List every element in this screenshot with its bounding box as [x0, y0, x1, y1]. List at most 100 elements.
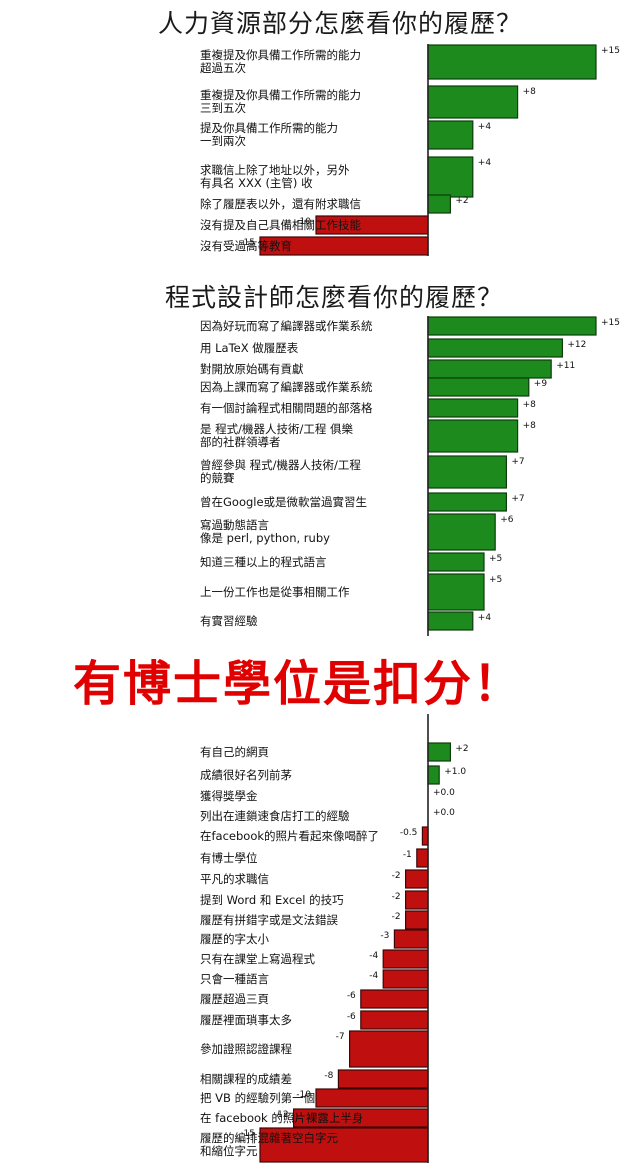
chart1-value-label-4: +4: [478, 158, 492, 168]
chart2-bar-23: [382, 949, 429, 969]
chart2-category-label-7-line1: 曾經參與 程式/機器人技術/工程: [200, 458, 361, 472]
chart2-category-label-27: 參加證照認證課程: [200, 1042, 292, 1056]
chart2-value-label-21: -2: [392, 912, 401, 922]
chart2-bar-7: [427, 455, 508, 489]
chart2-category-label-22: 履歷的字太小: [200, 932, 269, 946]
chart2-bar-29: [315, 1088, 429, 1108]
chart2-value-label-1: +15: [601, 318, 620, 328]
chart2-value-label-20: -2: [392, 892, 401, 902]
chart2-bar-5: [427, 398, 519, 418]
chart2-category-label-21: 履歷有拼錯字或是文法錯誤: [200, 913, 338, 927]
chart2-value-label-17: -0.5: [400, 828, 418, 838]
chart1-category-label-6: 沒有提及自己具備相關工作技能: [200, 218, 361, 232]
chart1-category-label-2-line2: 三到五次: [200, 101, 246, 115]
chart2-bar-13: [427, 742, 451, 762]
chart2-category-label-31-line2: 和縮位字元: [200, 1144, 258, 1158]
chart2-category-label-1: 因為好玩而寫了編譯器或作業系統: [200, 319, 373, 333]
chart2-bar-6: [427, 419, 519, 453]
chart2-bar-4: [427, 377, 530, 397]
chart2-category-label-6-line1: 是 程式/機器人技術/工程 俱樂: [200, 422, 354, 436]
chart2-category-label-4: 因為上課而寫了編譯器或作業系統: [200, 380, 373, 394]
overlay-band: [0, 636, 630, 714]
chart2-category-label-23: 只有在課堂上寫過程式: [200, 952, 315, 966]
chart2-category-label-5: 有一個討論程式相關問題的部落格: [200, 401, 373, 415]
chart2-bar-27: [349, 1030, 429, 1068]
chart1-title: 人力資源部分怎麼看你的履歷？: [158, 9, 522, 38]
chart2-bar-2: [427, 338, 563, 358]
chart2-bar-20: [405, 890, 429, 910]
chart2-category-label-8: 曾在Google或是微軟當過實習生: [200, 495, 367, 509]
chart2-value-label-30: -12: [274, 1110, 289, 1120]
chart2-bar-10: [427, 552, 485, 572]
chart1-category-label-2-line1: 重複提及你具備工作所需的能力: [200, 88, 361, 102]
chart2-value-label-28: -8: [324, 1071, 333, 1081]
chart1-category-label-5: 除了履歷表以外，還有附求職信: [200, 197, 361, 211]
chart2-bar-22: [393, 929, 429, 949]
chart1-bar-1: [427, 44, 597, 80]
chart2-bar-9: [427, 513, 496, 551]
chart2-value-label-18: -1: [403, 850, 412, 860]
chart2-bar-31: [259, 1127, 429, 1163]
chart1-bar-3: [427, 120, 474, 150]
chart2-category-label-6-line2: 部的社群領導者: [200, 435, 281, 449]
chart2-category-label-24: 只會一種語言: [200, 972, 269, 986]
chart2-value-label-3: +11: [556, 361, 575, 371]
chart2-bar-21: [405, 910, 429, 930]
chart2-category-label-30: 在 facebook 的照片裸露上半身: [200, 1111, 363, 1125]
chart2-value-label-19: -2: [392, 871, 401, 881]
chart2-category-label-13: 有自己的網頁: [200, 745, 269, 759]
chart2-value-label-11: +5: [489, 575, 502, 585]
chart1-value-label-2: +8: [523, 87, 537, 97]
chart2-value-label-15: +0.0: [433, 788, 455, 798]
chart2-category-label-9-line2: 像是 perl, python, ruby: [200, 531, 330, 545]
chart2-value-label-16: +0.0: [433, 808, 455, 818]
chart2-bar-11: [427, 573, 485, 611]
chart2-category-label-31-line1: 履歷的編排混雜著空白字元: [200, 1131, 338, 1145]
chart2-category-label-26: 履歷裡面瑣事太多: [200, 1013, 292, 1027]
chart2-value-label-8: +7: [511, 494, 524, 504]
chart2-title: 程式設計師怎麼看你的履歷？: [165, 283, 503, 312]
chart2-value-label-9: +6: [500, 515, 514, 525]
chart2-value-label-7: +7: [511, 457, 524, 467]
chart2-bar-26: [360, 1010, 429, 1030]
chart2-category-label-17: 在facebook的照片看起來像喝醉了: [200, 829, 379, 843]
chart2-value-label-4: +9: [534, 379, 548, 389]
chart2-category-label-14: 成績很好名列前茅: [200, 768, 292, 782]
chart2-value-label-29: -10: [296, 1090, 311, 1100]
chart2-category-label-9-line1: 寫過動態語言: [200, 518, 269, 532]
chart1-value-label-1: +15: [601, 46, 620, 56]
chart2-bar-24: [382, 969, 429, 989]
chart2-value-label-13: +2: [455, 744, 468, 754]
chart2-value-label-6: +8: [523, 421, 537, 431]
chart2-category-label-25: 履歷超過三頁: [200, 992, 269, 1006]
chart1-category-label-4-line1: 求職信上除了地址以外，另外: [200, 163, 350, 177]
chart2-category-label-18: 有博士學位: [200, 851, 258, 865]
chart2-bar-25: [360, 989, 429, 1009]
chart2-category-label-20: 提到 Word 和 Excel 的技巧: [200, 893, 344, 907]
chart2-bar-1: [427, 316, 597, 336]
chart2-bar-12: [427, 611, 474, 631]
chart1-category-label-3-line1: 提及你具備工作所需的能力: [200, 121, 338, 135]
chart2-category-label-10: 知道三種以上的程式語言: [200, 555, 327, 569]
chart2-category-label-15: 獲得獎學金: [200, 789, 258, 803]
chart2-value-label-25: -6: [347, 991, 356, 1001]
chart2-value-label-10: +5: [489, 554, 502, 564]
chart2-value-label-26: -6: [347, 1012, 356, 1022]
chart2-category-label-29: 把 VB 的經驗列第一個: [200, 1091, 315, 1105]
chart2-value-label-23: -4: [369, 951, 378, 961]
chart2-bar-19: [405, 869, 429, 889]
chart2-category-label-2: 用 LaTeX 做履歷表: [200, 341, 299, 355]
chart2-bar-17: [421, 826, 429, 846]
chart2-category-label-11: 上一份工作也是從事相關工作: [200, 585, 350, 599]
chart2-category-label-19: 平凡的求職信: [200, 872, 269, 886]
overlay-text: 有博士學位是扣分！: [73, 656, 523, 712]
chart2-bar-3: [427, 359, 552, 379]
chart1-category-label-1-line1: 重複提及你具備工作所需的能力: [200, 48, 361, 62]
chart1-value-label-7: -15: [240, 238, 255, 248]
chart2-category-label-12: 有實習經驗: [200, 614, 258, 628]
chart2-value-label-27: -7: [336, 1032, 345, 1042]
chart1-bar-2: [427, 85, 519, 119]
chart2-value-label-12: +4: [478, 613, 492, 623]
